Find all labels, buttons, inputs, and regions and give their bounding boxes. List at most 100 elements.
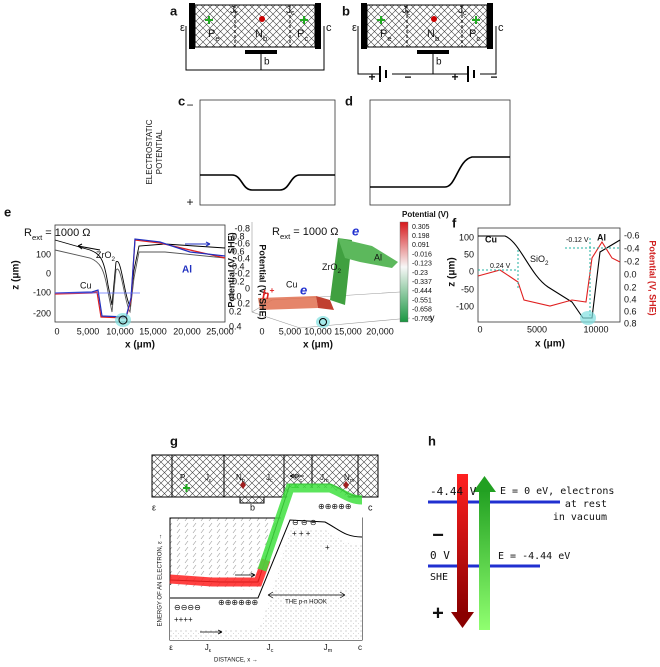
colorbar-tick-label: -0.658 bbox=[412, 307, 432, 314]
label: Nb bbox=[427, 28, 439, 43]
panel-label: h bbox=[428, 433, 436, 448]
x-tick-label: 0 bbox=[477, 324, 482, 334]
x-tick-label: Jm bbox=[324, 643, 333, 654]
y-tick-label: 100 bbox=[36, 249, 51, 259]
label: -4.44 V bbox=[430, 485, 477, 498]
label: Pc bbox=[297, 28, 308, 43]
label: Jε bbox=[402, 5, 410, 18]
text-part: N bbox=[344, 473, 350, 482]
label: Cu bbox=[286, 279, 298, 289]
charge-label: ⊖ ⊖ ⊖ bbox=[292, 518, 317, 527]
label: in vacuum bbox=[553, 512, 607, 523]
text-part: J bbox=[205, 473, 209, 482]
x-tick-label: 5,000 bbox=[77, 326, 100, 336]
label: − bbox=[404, 70, 411, 84]
panel-label: g bbox=[170, 433, 178, 448]
text-part: c bbox=[271, 648, 274, 654]
text-part: ext bbox=[280, 232, 291, 241]
label: h+ bbox=[262, 285, 274, 302]
x-tick-label: 10000 bbox=[583, 324, 608, 334]
label: b bbox=[250, 502, 255, 512]
y-tick-label: -100 bbox=[456, 301, 474, 311]
label: x (μm) bbox=[535, 339, 565, 350]
label: Jm bbox=[320, 473, 329, 484]
z-tick-label: -0.4 bbox=[234, 253, 250, 263]
text-part: J bbox=[205, 643, 209, 652]
label: ENERGY OF AN ELECTRON, ε → bbox=[158, 534, 164, 627]
charge-label: ⊕⊕⊕⊕⊕⊕ bbox=[218, 598, 258, 607]
label: − bbox=[432, 524, 444, 546]
x-tick-label: c bbox=[358, 643, 362, 652]
label: ZrO2 bbox=[322, 262, 342, 275]
label: Potential (V, SHE) bbox=[648, 240, 658, 315]
text-part: R bbox=[24, 227, 32, 239]
text-part: J bbox=[324, 643, 328, 652]
text-part: c bbox=[291, 10, 295, 17]
text-part: P bbox=[380, 28, 387, 40]
x-tick-label: 15,000 bbox=[334, 326, 362, 336]
panel-label: e bbox=[4, 204, 11, 219]
profile-curves bbox=[54, 238, 226, 319]
text-part: c bbox=[304, 34, 308, 43]
electron-marker bbox=[115, 313, 131, 327]
z-tick-label: -0.6 bbox=[234, 238, 250, 248]
y2-tick-label: 0.0 bbox=[624, 269, 637, 279]
label: Pc bbox=[469, 28, 480, 43]
text-part: ε bbox=[209, 648, 212, 654]
plot-frame bbox=[199, 99, 336, 206]
label: E = 0 eV, electrons bbox=[500, 486, 614, 497]
text-part: b bbox=[435, 34, 439, 43]
text-part: = 1000 Ω bbox=[42, 227, 90, 239]
label: Pe bbox=[380, 28, 392, 43]
y-tick-label: -200 bbox=[33, 308, 51, 318]
label: Nb bbox=[236, 473, 245, 484]
label: SiO2 bbox=[530, 254, 549, 267]
text-part: J bbox=[286, 5, 291, 16]
text-part: P bbox=[294, 473, 299, 482]
label: Rext = 1000 Ω bbox=[272, 226, 339, 241]
text-part: ZrO bbox=[322, 262, 338, 272]
plot-frame bbox=[477, 227, 621, 323]
panel-label: f bbox=[452, 215, 457, 230]
colorbar-tick-label: -0.337 bbox=[412, 279, 432, 286]
plot-frame bbox=[369, 99, 511, 206]
y2-tick-label: 0.2 bbox=[229, 306, 242, 316]
y2-tick-label: -0.6 bbox=[624, 230, 640, 240]
label: POTENTIAL bbox=[155, 129, 164, 174]
label: Pc bbox=[294, 473, 302, 484]
y-tick-label: -50 bbox=[461, 284, 474, 294]
text-part: N bbox=[255, 28, 263, 40]
label: Pε bbox=[180, 473, 188, 484]
text-part: ε bbox=[185, 478, 188, 484]
charge-label: + bbox=[325, 543, 330, 552]
y2-tick-label: 0.2 bbox=[624, 282, 637, 292]
text-part: 2 bbox=[338, 268, 342, 275]
label: Jc bbox=[266, 473, 273, 484]
text-part: J bbox=[266, 473, 270, 482]
panel-label: a bbox=[170, 3, 178, 18]
x-tick-label: 10,000 bbox=[106, 326, 134, 336]
energy-diagram bbox=[428, 474, 560, 630]
label: Nm bbox=[344, 473, 355, 484]
label: ε bbox=[180, 22, 185, 34]
x-tick-label: 5000 bbox=[527, 324, 547, 334]
label: b bbox=[436, 57, 442, 68]
text-part: 2 bbox=[112, 256, 116, 263]
label: c bbox=[368, 502, 373, 512]
label: Potential (V) bbox=[402, 210, 449, 219]
text-part: ε bbox=[209, 478, 212, 484]
y2-tick-label: 0.4 bbox=[229, 321, 242, 331]
label: ZrO2 bbox=[96, 250, 116, 263]
text-part: P bbox=[297, 28, 304, 40]
x-tick-label: 0 bbox=[54, 326, 59, 336]
profile-curves bbox=[477, 235, 621, 319]
text-part: J bbox=[230, 5, 235, 16]
label: ε bbox=[352, 22, 357, 34]
charge-label: ⊕⊕⊕⊕⊕ bbox=[318, 502, 352, 511]
text-part: ε bbox=[235, 10, 238, 17]
label: x (μm) bbox=[125, 340, 155, 351]
text-part: P bbox=[180, 473, 185, 482]
device-a bbox=[185, 3, 325, 71]
y2-tick-label: -0.4 bbox=[229, 261, 245, 271]
